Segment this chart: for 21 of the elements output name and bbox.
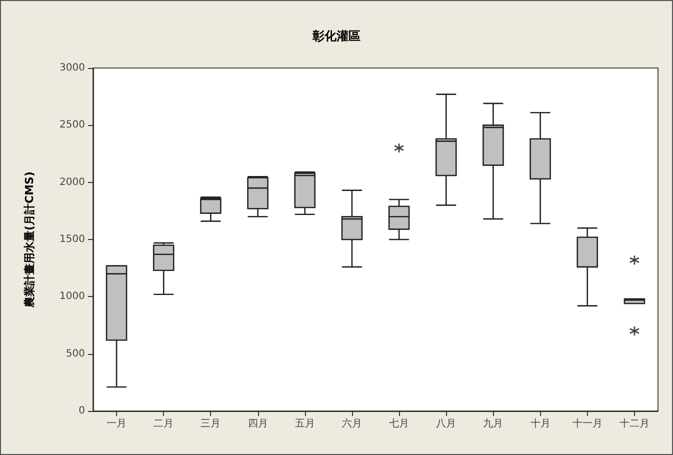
x-tick-label: 二月 [154, 418, 174, 430]
chart-title: 彰化灌區 [312, 29, 360, 43]
y-tick-label: 500 [66, 348, 85, 360]
y-tick-label: 1000 [60, 291, 85, 302]
y-tick-label: 2000 [60, 176, 85, 188]
y-tick-label: 3000 [60, 62, 85, 74]
x-tick-label: 十月 [530, 418, 550, 430]
x-tick-label: 六月 [342, 418, 362, 430]
x-tick-label: 五月 [294, 418, 315, 430]
x-tick-label: 十一月 [572, 418, 602, 430]
y-tick-label: 1500 [60, 234, 85, 245]
x-tick-label: 八月 [436, 418, 456, 430]
x-tick-label: 四月 [248, 418, 268, 430]
y-tick-label: 2500 [60, 120, 85, 131]
x-tick-label: 十二月 [619, 418, 650, 430]
x-tick-label: 七月 [389, 418, 410, 430]
x-tick-label: 一月 [106, 418, 127, 430]
x-tick-label: 三月 [200, 418, 221, 430]
y-tick-label: 0 [78, 406, 85, 416]
y-axis-title: 農業計畫用水量(月計CMS) [23, 172, 36, 308]
x-tick-label: 九月 [483, 418, 504, 430]
